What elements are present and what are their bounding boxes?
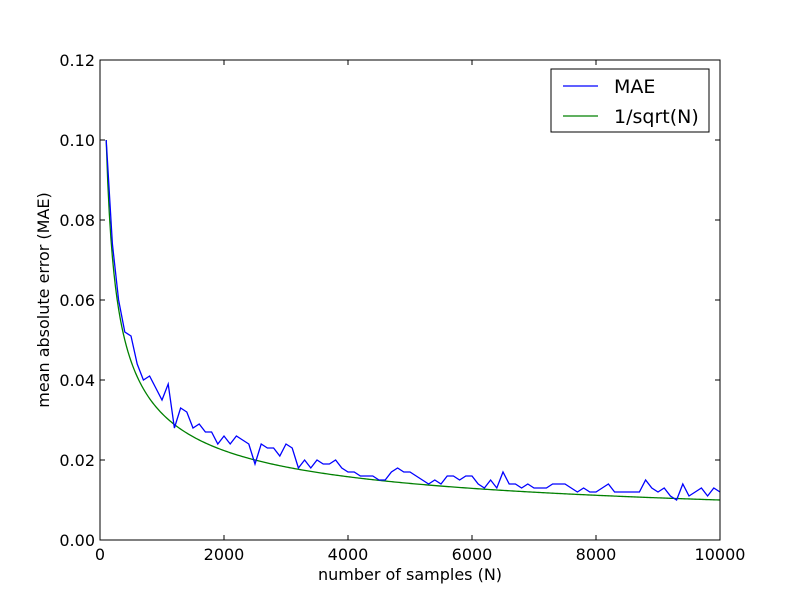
y-tick-label: 0.08: [59, 211, 95, 230]
x-tick-label: 2000: [204, 545, 245, 564]
legend: MAE 1/sqrt(N): [550, 68, 710, 133]
y-tick-label: 0.10: [59, 131, 95, 150]
y-tick-label: 0.00: [59, 531, 95, 550]
x-tick-label: 0: [95, 545, 105, 564]
series-line-mae: [105, 139, 721, 501]
y-tick-label: 0.12: [59, 51, 95, 70]
tick-labels-layer: 0 2000 4000 6000 8000 10000 0.00 0.02 0.04 0.06 0.…: [59, 51, 745, 564]
plot-area: [99, 59, 721, 541]
y-tick-label: 0.06: [59, 291, 95, 310]
ticks-layer: [99, 59, 721, 541]
y-tick-label: 0.02: [59, 451, 95, 470]
x-tick-label: 8000: [576, 545, 617, 564]
x-tick-label: 4000: [328, 545, 369, 564]
y-tick-label: 0.04: [59, 371, 95, 390]
legend-label-mae: MAE: [614, 76, 655, 98]
x-tick-label: 6000: [452, 545, 493, 564]
x-tick-label: 10000: [695, 545, 746, 564]
legend-label-inv-sqrt: 1/sqrt(N): [614, 106, 699, 128]
y-axis-label: mean absolute error (MAE): [34, 192, 53, 408]
legend-box: [550, 68, 710, 133]
series-line-inv-sqrt: [105, 139, 721, 501]
plot-frame: [99, 59, 721, 541]
x-axis-label: number of samples (N): [318, 565, 502, 584]
series-layer: [105, 139, 721, 501]
plot-background: [100, 60, 720, 540]
